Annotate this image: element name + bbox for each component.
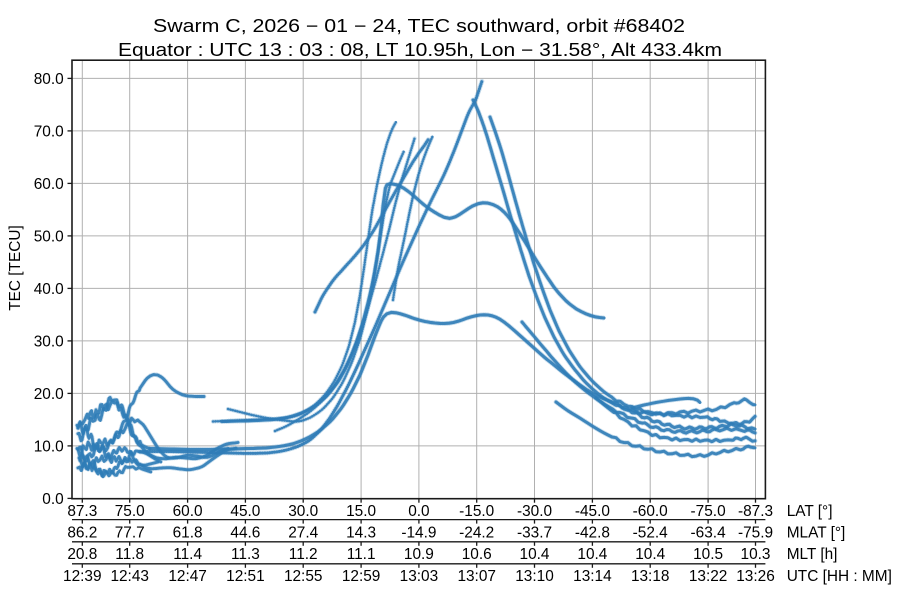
- svg-text:12:43: 12:43: [110, 568, 149, 585]
- svg-text:-45.0: -45.0: [575, 503, 610, 520]
- svg-text:12:39: 12:39: [63, 568, 102, 585]
- svg-text:Swarm C, 2026 − 01 − 24, TEC: Swarm C, 2026 − 01 − 24, TEC southward, …: [153, 16, 685, 36]
- svg-text:10.6: 10.6: [462, 546, 492, 563]
- svg-text:10.4: 10.4: [520, 546, 550, 563]
- svg-text:-42.8: -42.8: [575, 524, 610, 541]
- svg-text:11.4: 11.4: [173, 546, 202, 563]
- svg-text:-75.9: -75.9: [738, 524, 773, 541]
- svg-text:87.3: 87.3: [67, 503, 97, 520]
- svg-text:-24.2: -24.2: [459, 524, 494, 541]
- svg-text:40.0: 40.0: [34, 281, 64, 298]
- svg-text:11.3: 11.3: [231, 546, 260, 563]
- svg-text:61.8: 61.8: [173, 524, 203, 541]
- svg-text:-60.0: -60.0: [633, 503, 668, 520]
- svg-text:13:26: 13:26: [736, 568, 775, 585]
- svg-text:30.0: 30.0: [288, 503, 318, 520]
- svg-text:10.3: 10.3: [741, 546, 771, 563]
- svg-text:60.0: 60.0: [34, 176, 64, 193]
- svg-text:-63.4: -63.4: [691, 524, 727, 541]
- svg-text:-75.0: -75.0: [691, 503, 726, 520]
- svg-text:60.0: 60.0: [173, 503, 203, 520]
- svg-text:10.5: 10.5: [693, 546, 723, 563]
- svg-text:12:55: 12:55: [284, 568, 323, 585]
- svg-text:11.1: 11.1: [347, 546, 376, 563]
- svg-text:Equator : UTC 13 : 03 : 08,: Equator : UTC 13 : 03 : 08, LT 10.95h, L…: [118, 40, 722, 60]
- svg-text:-14.9: -14.9: [401, 524, 436, 541]
- svg-text:44.6: 44.6: [230, 524, 260, 541]
- svg-text:0.0: 0.0: [42, 491, 63, 508]
- svg-text:27.4: 27.4: [288, 524, 318, 541]
- svg-text:10.4: 10.4: [577, 546, 607, 563]
- svg-text:MLT [h]: MLT [h]: [787, 546, 838, 563]
- svg-text:UTC [HH : MM]: UTC [HH : MM]: [787, 568, 892, 585]
- svg-text:70.0: 70.0: [34, 123, 64, 140]
- svg-text:14.3: 14.3: [346, 524, 376, 541]
- svg-text:15.0: 15.0: [346, 503, 376, 520]
- svg-text:13:22: 13:22: [689, 568, 728, 585]
- svg-text:12:59: 12:59: [342, 568, 381, 585]
- svg-text:-15.0: -15.0: [459, 503, 494, 520]
- svg-text:50.0: 50.0: [34, 228, 64, 245]
- svg-text:-52.4: -52.4: [633, 524, 669, 541]
- svg-text:LAT [°]: LAT [°]: [787, 503, 833, 520]
- svg-text:20.8: 20.8: [67, 546, 97, 563]
- svg-text:-87.3: -87.3: [738, 503, 773, 520]
- svg-text:86.2: 86.2: [67, 524, 97, 541]
- svg-text:0.0: 0.0: [408, 503, 429, 520]
- svg-text:10.4: 10.4: [635, 546, 665, 563]
- svg-text:13:14: 13:14: [573, 568, 612, 585]
- svg-text:77.7: 77.7: [115, 524, 145, 541]
- svg-text:12:47: 12:47: [168, 568, 207, 585]
- svg-text:TEC [TECU]: TEC [TECU]: [7, 225, 24, 311]
- svg-text:10.9: 10.9: [404, 546, 434, 563]
- svg-text:80.0: 80.0: [34, 71, 64, 88]
- svg-text:-30.0: -30.0: [517, 503, 552, 520]
- svg-text:45.0: 45.0: [230, 503, 260, 520]
- svg-text:10.0: 10.0: [34, 438, 64, 455]
- svg-text:13:03: 13:03: [400, 568, 439, 585]
- svg-text:11.8: 11.8: [115, 546, 144, 563]
- svg-text:20.0: 20.0: [34, 386, 64, 403]
- svg-text:75.0: 75.0: [115, 503, 145, 520]
- svg-text:13:10: 13:10: [515, 568, 554, 585]
- svg-text:-33.7: -33.7: [517, 524, 552, 541]
- svg-text:30.0: 30.0: [34, 333, 64, 350]
- svg-text:12:51: 12:51: [226, 568, 265, 585]
- svg-text:11.2: 11.2: [289, 546, 318, 563]
- svg-text:13:07: 13:07: [457, 568, 496, 585]
- svg-text:MLAT [°]: MLAT [°]: [787, 524, 846, 541]
- svg-text:13:18: 13:18: [631, 568, 670, 585]
